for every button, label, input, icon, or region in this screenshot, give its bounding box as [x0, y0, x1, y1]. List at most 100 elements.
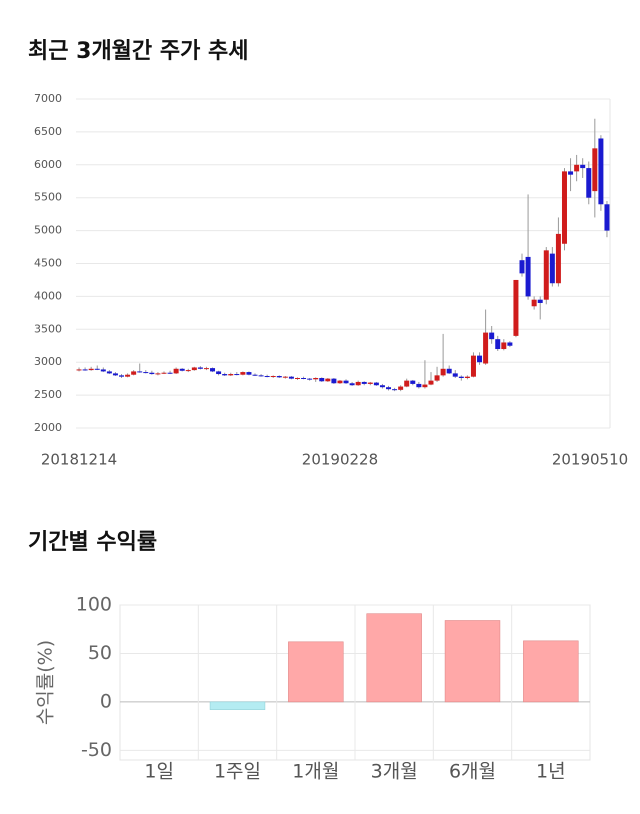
candle-body: [106, 371, 112, 374]
candle-body: [561, 171, 567, 244]
bar: [523, 640, 579, 703]
candle-body: [586, 168, 592, 198]
candle-body: [513, 279, 519, 336]
candle-body: [525, 256, 531, 297]
x-tick-label: 3개월: [371, 761, 418, 783]
x-tick-label: 20190510: [552, 451, 628, 469]
candle-body: [131, 371, 137, 375]
candle-body: [179, 368, 185, 371]
candle-body: [307, 378, 313, 380]
x-tick-label: 1주일: [214, 761, 261, 783]
candle-body: [543, 250, 549, 300]
candle-body: [149, 372, 155, 375]
candle-body: [276, 376, 282, 378]
candle-body: [604, 204, 610, 231]
candle-body: [598, 138, 604, 205]
candle-body: [531, 299, 537, 307]
x-tick-label: 20181214: [41, 451, 117, 469]
candle-body: [216, 371, 222, 375]
candle-body: [197, 367, 203, 369]
y-tick-label: 3500: [34, 322, 62, 335]
candle-body: [94, 368, 100, 370]
candle-body: [355, 381, 361, 386]
candle-body: [379, 385, 385, 388]
candle-body: [173, 368, 179, 374]
candle-body: [222, 374, 228, 376]
candle-body: [325, 378, 331, 382]
x-tick-label: 20190228: [302, 451, 378, 469]
candle-body: [452, 373, 458, 377]
candle-body: [82, 369, 88, 371]
candle-body: [470, 355, 476, 377]
candle-body: [392, 389, 398, 391]
bar: [366, 613, 422, 703]
candle-body: [592, 148, 598, 192]
candle-body: [555, 233, 561, 284]
candle-body: [319, 377, 325, 382]
candle-body: [143, 372, 149, 374]
candle-body: [446, 368, 452, 374]
x-tick-label: 6개월: [449, 761, 496, 783]
candle-body: [477, 355, 483, 363]
y-tick-label: 5500: [34, 191, 62, 204]
candle-body: [440, 368, 446, 376]
candle-body: [331, 378, 337, 384]
candle-body: [483, 332, 489, 364]
candle-body: [501, 342, 507, 350]
candle-body: [507, 342, 513, 346]
y-tick-label: 7000: [34, 92, 62, 105]
y-tick-label: 100: [76, 594, 112, 616]
y-tick-label: 2000: [34, 421, 62, 434]
y-tick-label: 6500: [34, 125, 62, 138]
candle-body: [210, 368, 216, 372]
x-tick-label: 1일: [144, 761, 174, 783]
y-tick-label: 4000: [34, 289, 62, 302]
candle-body: [234, 374, 240, 376]
candle-body: [203, 368, 209, 370]
candle-body: [191, 367, 197, 371]
candle-body: [100, 369, 106, 372]
candle-body: [167, 372, 173, 374]
candle-body: [288, 376, 294, 379]
candle-body: [112, 373, 118, 376]
candle-body: [155, 373, 161, 375]
candle-body: [76, 369, 82, 371]
candle-body: [361, 381, 367, 384]
candle-body: [458, 376, 464, 378]
candle-body: [88, 368, 94, 371]
y-tick-label: 0: [100, 690, 112, 712]
candle-body: [337, 380, 343, 384]
y-axis-label: 수익률(%): [35, 640, 57, 725]
y-tick-label: 3000: [34, 355, 62, 368]
candle-body: [489, 332, 495, 340]
y-tick-label: 5000: [34, 224, 62, 237]
chart-title: 최근 3개월간 주가 추세: [28, 39, 248, 64]
candle-body: [264, 376, 270, 378]
x-tick-label: 1개월: [292, 761, 339, 783]
candle-body: [495, 339, 501, 350]
candle-body: [252, 374, 258, 376]
candle-body: [119, 375, 125, 377]
candle-body: [294, 377, 300, 379]
candle-body: [519, 260, 525, 274]
candle-body: [373, 382, 379, 386]
x-tick-label: 1년: [536, 761, 566, 783]
bar: [209, 701, 266, 710]
candle-body: [416, 383, 422, 388]
candle-body: [137, 371, 143, 373]
chart-title: 기간별 수익률: [28, 530, 157, 555]
candle-body: [537, 299, 543, 303]
candle-body: [282, 376, 288, 378]
candle-body: [367, 382, 373, 384]
candle-body: [343, 380, 349, 384]
y-tick-label: 50: [88, 642, 112, 664]
candle-body: [349, 383, 355, 386]
y-tick-label: 4500: [34, 257, 62, 270]
candle-body: [258, 375, 264, 377]
y-tick-label: 6000: [34, 158, 62, 171]
candle-body: [410, 380, 416, 384]
candle-body: [428, 380, 434, 385]
bar: [444, 620, 501, 703]
candle-body: [398, 386, 404, 390]
